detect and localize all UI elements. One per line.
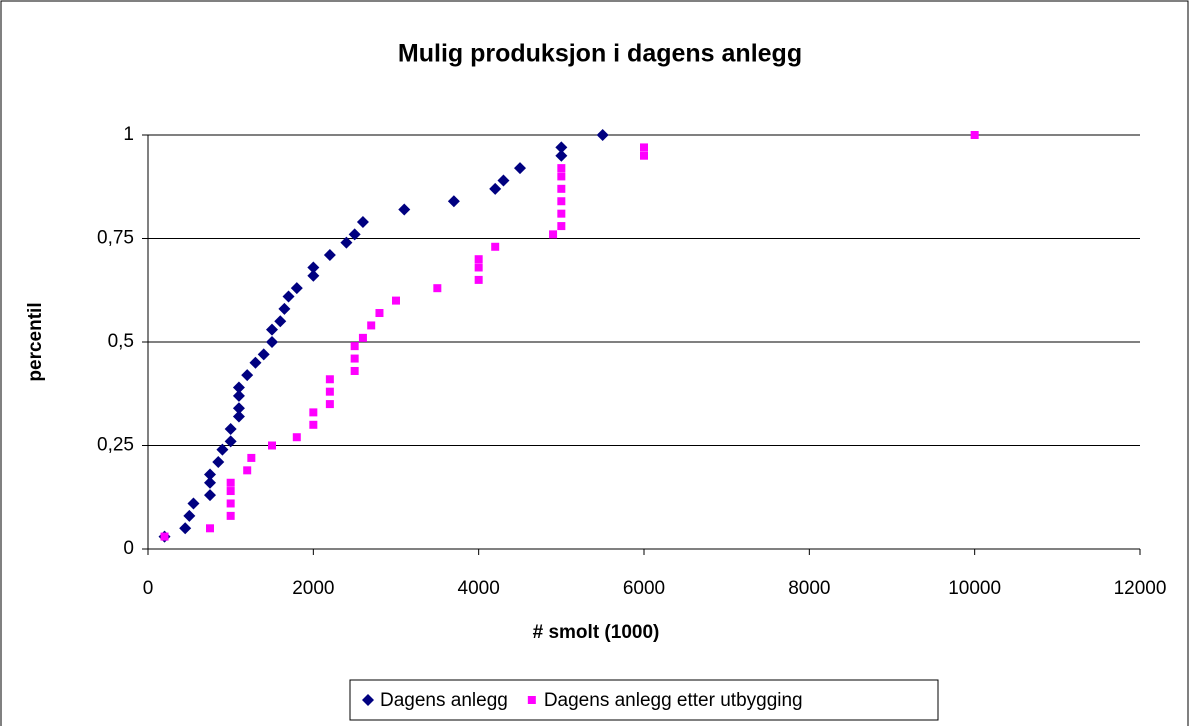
point <box>350 354 359 363</box>
point <box>367 321 376 330</box>
point <box>557 222 566 231</box>
point <box>224 435 237 448</box>
point <box>557 164 566 173</box>
point <box>474 255 483 264</box>
point <box>970 131 979 139</box>
point <box>325 400 334 409</box>
legend-box <box>349 679 939 721</box>
point <box>307 261 320 274</box>
point <box>226 499 235 508</box>
point <box>358 333 367 342</box>
point <box>392 296 400 305</box>
point <box>243 466 252 475</box>
point <box>325 387 334 396</box>
point <box>278 302 291 315</box>
point <box>282 290 295 303</box>
point <box>290 282 303 295</box>
point <box>596 129 609 141</box>
x-tick-label: 2000 <box>292 578 334 599</box>
point <box>249 356 262 369</box>
y-tick-label: 1 <box>123 124 134 145</box>
point <box>398 203 411 216</box>
point <box>497 174 510 187</box>
x-tick-label: 6000 <box>623 578 665 599</box>
y-tick-label: 0,25 <box>97 435 134 456</box>
y-tick-label: 0,75 <box>97 228 134 249</box>
point <box>640 143 648 152</box>
point <box>274 315 287 328</box>
point <box>204 476 216 489</box>
point <box>491 242 500 251</box>
point <box>204 489 216 502</box>
point <box>557 209 566 218</box>
point <box>350 366 359 375</box>
point <box>557 197 566 206</box>
point <box>247 453 256 462</box>
x-tick-label: 10000 <box>948 578 1001 599</box>
point <box>216 443 229 456</box>
x-tick-label: 12000 <box>1114 578 1167 599</box>
point <box>323 249 336 262</box>
point <box>268 441 276 450</box>
point <box>375 309 384 318</box>
point <box>241 369 254 382</box>
point <box>232 402 245 415</box>
point <box>292 433 301 442</box>
point <box>474 263 483 272</box>
point <box>232 389 245 402</box>
x-tick-label: 0 <box>143 578 154 599</box>
point <box>266 323 278 336</box>
point <box>489 182 502 195</box>
point <box>557 184 566 193</box>
point <box>309 420 318 429</box>
point <box>447 195 460 208</box>
point <box>187 497 200 510</box>
point <box>514 162 526 175</box>
point <box>179 522 192 535</box>
point <box>555 149 568 162</box>
point <box>325 375 334 384</box>
point <box>549 230 558 239</box>
point <box>183 509 196 522</box>
chart-title: Mulig produksjon i dagens anlegg <box>398 40 802 68</box>
legend-label: Dagens anlegg <box>380 690 508 711</box>
point <box>232 410 245 423</box>
y-axis-label: percentil <box>25 302 46 381</box>
point <box>226 478 235 487</box>
point <box>640 151 648 160</box>
point <box>474 275 483 284</box>
point <box>204 468 216 481</box>
x-tick-label: 8000 <box>788 578 830 599</box>
legend-marker <box>527 696 536 704</box>
point <box>555 141 568 154</box>
point <box>557 172 566 181</box>
point <box>350 342 359 351</box>
point <box>257 348 270 361</box>
point <box>206 524 214 533</box>
legend-label: Dagens anlegg etter utbygging <box>544 690 803 711</box>
point <box>226 511 235 520</box>
point <box>224 422 237 435</box>
point <box>266 336 278 348</box>
point <box>232 381 245 394</box>
point <box>212 456 225 469</box>
legend-marker <box>362 694 374 706</box>
point <box>309 408 318 417</box>
point <box>356 215 369 228</box>
point <box>160 532 169 541</box>
point <box>348 228 361 241</box>
y-tick-label: 0 <box>123 538 134 559</box>
x-axis-label: # smolt (1000) <box>533 622 660 643</box>
y-tick-label: 0,5 <box>108 331 134 352</box>
point <box>340 236 353 249</box>
point <box>226 487 235 496</box>
point <box>307 269 320 282</box>
point <box>433 284 442 293</box>
x-tick-label: 4000 <box>458 578 500 599</box>
